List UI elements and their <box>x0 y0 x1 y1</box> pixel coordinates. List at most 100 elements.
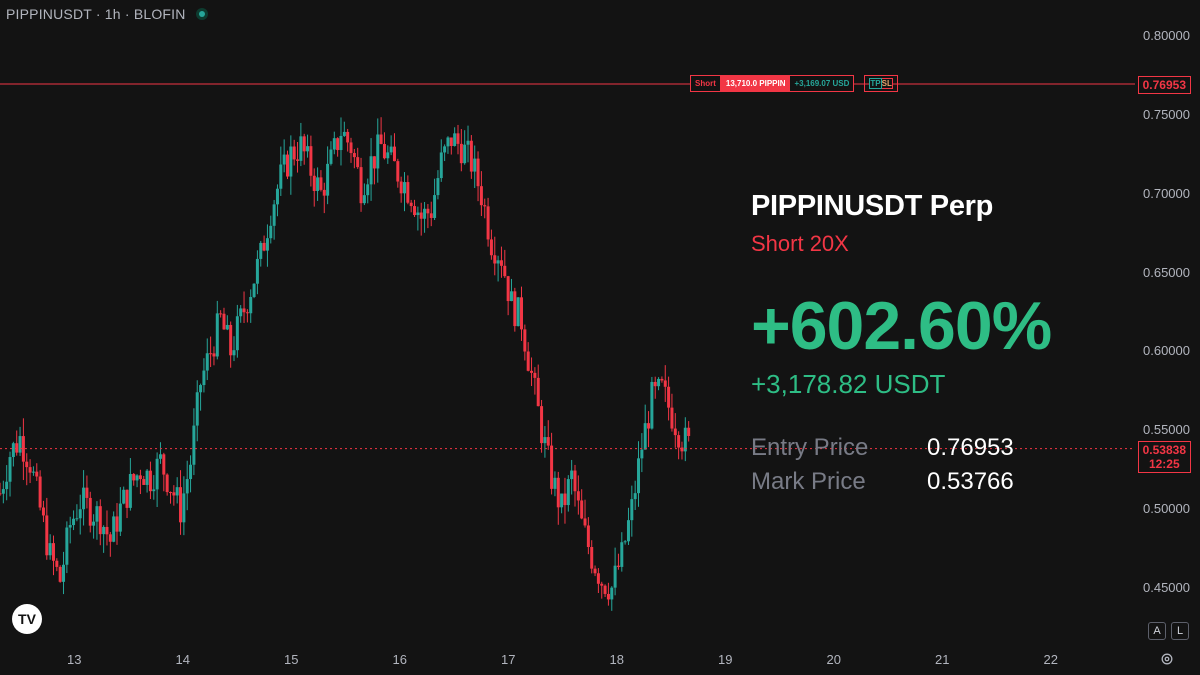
candle-body <box>38 476 42 508</box>
log-scale-button[interactable]: L <box>1171 622 1189 640</box>
candle-body <box>633 493 637 500</box>
tradingview-logo-icon[interactable]: TV <box>12 604 42 634</box>
candle-body <box>192 425 196 465</box>
candle-body <box>596 573 600 584</box>
candle-body <box>5 481 9 490</box>
mark-price-row: Mark Price 0.53766 <box>751 468 1051 496</box>
candle-body <box>212 353 216 357</box>
candle-body <box>379 134 383 144</box>
candle-body <box>306 146 310 152</box>
candle-body <box>406 182 410 203</box>
candle-body <box>15 443 19 453</box>
candle-body <box>640 449 644 459</box>
candle-body <box>249 296 253 314</box>
entry-price-tag: 0.76953 <box>1137 76 1191 94</box>
candle-body <box>28 467 32 473</box>
candle-body <box>41 507 45 516</box>
candle-body <box>359 167 363 204</box>
candle-body <box>172 492 176 496</box>
candle-body <box>352 153 356 158</box>
stop-loss-button[interactable]: SL <box>881 78 893 89</box>
candle-body <box>453 133 457 147</box>
candle-body <box>95 506 99 522</box>
candle-body <box>82 487 86 510</box>
candle-body <box>570 470 574 480</box>
candle-body <box>242 308 246 313</box>
candle-body <box>650 381 654 429</box>
candle-body <box>199 385 203 393</box>
unrealized-pnl: +3,178.82 USDT <box>751 369 946 399</box>
candle-body <box>98 506 102 535</box>
position-pnl-label: +3,169.07 USD <box>790 75 855 92</box>
candle-body <box>603 585 607 594</box>
candle-body <box>583 518 587 526</box>
candle-body <box>272 204 276 226</box>
candle-body <box>255 258 259 284</box>
position-line-label[interactable]: Short 13,710.0 PIPPIN +3,169.07 USD TP S… <box>690 75 898 92</box>
price-axis-label: 0.60000 <box>1143 343 1190 359</box>
candle-body <box>530 370 534 373</box>
candle-body <box>162 454 166 475</box>
candle-body <box>506 276 510 302</box>
price-axis-label: 0.45000 <box>1143 580 1190 595</box>
settings-gear-icon[interactable] <box>1160 652 1174 666</box>
candle-body <box>279 164 283 189</box>
candle-body <box>376 134 380 169</box>
candle-body <box>35 471 39 477</box>
candle-body <box>58 566 62 582</box>
candle-body <box>489 239 493 256</box>
candle-body <box>51 543 55 561</box>
candle-body <box>18 436 22 453</box>
candle-body <box>369 156 373 185</box>
candle-body <box>409 202 413 207</box>
symbol-interval-exchange[interactable]: PIPPINUSDT · 1h · BLOFIN <box>6 6 186 22</box>
auto-scale-button[interactable]: A <box>1148 622 1166 640</box>
roi-percentage: +602.60% <box>751 288 1052 364</box>
candle-body <box>265 238 269 251</box>
candle-body <box>179 487 183 523</box>
candle-body <box>88 497 92 526</box>
candle-body <box>399 181 403 194</box>
candle-body <box>239 308 243 317</box>
price-axis-label: 0.75000 <box>1143 106 1190 122</box>
candle-body <box>433 195 437 218</box>
candle-body <box>389 146 393 153</box>
candle-body <box>232 350 236 356</box>
candle-body <box>647 423 651 429</box>
candle-body <box>616 565 620 567</box>
entry-price-value: 0.76953 <box>927 434 1014 461</box>
candle-body <box>92 521 96 526</box>
candle-body <box>259 242 263 259</box>
time-axis-label: 16 <box>392 652 407 667</box>
candle-body <box>580 500 584 519</box>
price-axis-label: 0.80000 <box>1143 28 1190 43</box>
entry-price-row: Entry Price 0.76953 <box>751 434 1051 462</box>
candle-body <box>459 143 463 164</box>
candle-body <box>158 454 162 459</box>
candle-body <box>563 493 567 506</box>
candle-body <box>289 146 293 177</box>
candle-body <box>68 525 72 528</box>
candle-body <box>426 208 430 214</box>
candle-body <box>316 177 320 191</box>
position-quantity-label: 13,710.0 PIPPIN <box>720 75 791 92</box>
time-axis-label: 21 <box>935 652 950 667</box>
take-profit-button[interactable]: TP <box>869 78 882 89</box>
candle-body <box>118 503 122 532</box>
time-axis-label: 17 <box>501 652 516 667</box>
candle-body <box>128 474 132 508</box>
candle-body <box>536 377 540 407</box>
candle-body <box>31 471 35 473</box>
price-axis-label: 0.65000 <box>1143 264 1190 280</box>
candle-body <box>463 144 467 164</box>
price-axis-label: 0.70000 <box>1143 185 1190 201</box>
candle-body <box>0 493 2 495</box>
candle-body <box>473 158 477 172</box>
candle-body <box>108 534 112 542</box>
candle-body <box>299 136 303 161</box>
candle-body <box>423 208 427 219</box>
candle-body <box>466 140 470 145</box>
candle-body <box>657 378 661 387</box>
time-axis-label: 20 <box>826 652 841 667</box>
